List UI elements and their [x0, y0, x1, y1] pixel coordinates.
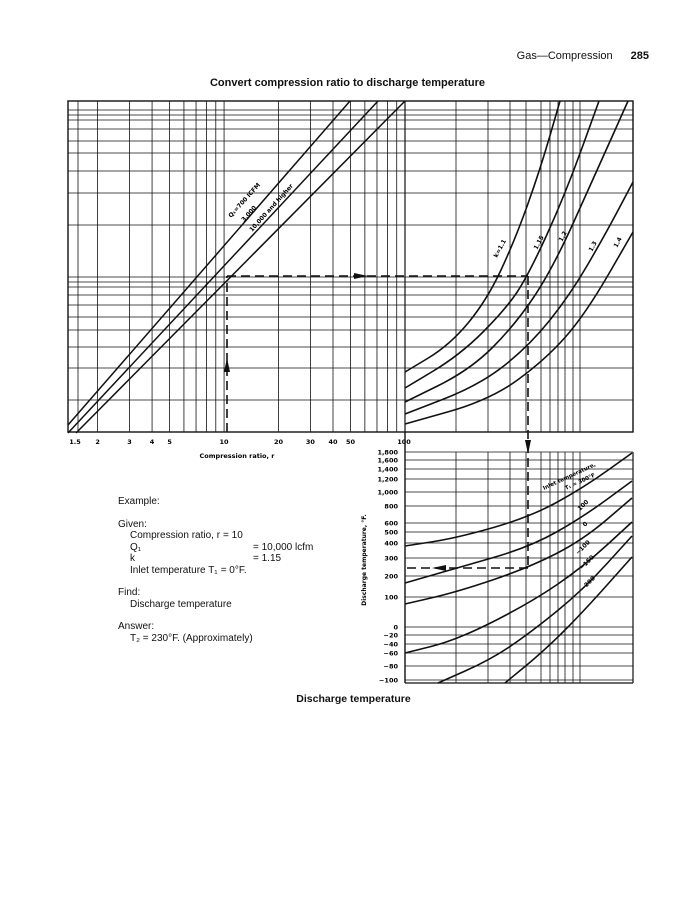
x-tick-label: 5 [167, 438, 172, 446]
x-tick-label: 1.5 [69, 438, 81, 446]
y-tick-label: 200 [384, 573, 398, 581]
arrow-down-icon [525, 440, 531, 454]
k-series-curve [404, 100, 629, 403]
q-series-line [75, 100, 406, 434]
k-series-label: 1.3 [588, 240, 599, 253]
y-tick-label: −100 [379, 677, 398, 685]
x-tick-label: 10 [220, 438, 230, 446]
y-tick-label: 1,800 [377, 449, 398, 457]
k-series-label: 1.2 [558, 230, 569, 243]
q-series-line [67, 100, 351, 426]
inlet-temp-label: 100 [576, 499, 590, 513]
x-tick-label: 3 [127, 438, 132, 446]
figure-title: Convert compression ratio to discharge t… [209, 77, 486, 89]
arrow-right-icon [354, 273, 368, 279]
x-tick-label: 40 [328, 438, 338, 446]
k-series-label: k=1.1 [493, 238, 508, 259]
figure-caption: Discharge temperature [296, 693, 411, 705]
k-series-curve [404, 231, 634, 425]
x-tick-label: 50 [346, 438, 356, 446]
y-tick-label: 300 [384, 555, 398, 563]
given-label: Given: [118, 518, 147, 530]
inlet-temp-label: −200 [579, 575, 596, 592]
k-series-curve [404, 100, 561, 373]
find-label: Find: [118, 587, 141, 598]
inlet-temp-curve [504, 556, 633, 684]
y-tick-label: −40 [384, 641, 399, 649]
page-number: 285 [630, 50, 649, 62]
y-tick-label: −20 [384, 632, 399, 640]
arrow-left-icon [432, 565, 446, 571]
y-tick-label: −80 [384, 663, 399, 671]
answer-label: Answer: [118, 621, 155, 632]
y-tick-label: −60 [384, 650, 399, 658]
inlet-temp-label: 0 [581, 521, 589, 529]
inlet-temp-curve [404, 497, 633, 605]
y-tick-label: 500 [384, 529, 398, 537]
k-series-curve [404, 181, 634, 415]
upper-chart-frame [67, 100, 634, 433]
y-tick-label: 800 [384, 503, 398, 511]
answer-value: T₂ = 230°F. (Approximately) [130, 632, 253, 644]
y-tick-label: 400 [384, 540, 398, 548]
x-axis-label: Compression ratio, r [200, 452, 276, 460]
y-tick-label: 1,600 [377, 457, 398, 465]
y-tick-label: 1,400 [377, 466, 398, 474]
given-row: Q₁ = 10,000 lcfm [130, 541, 314, 553]
y-tick-label: 1,200 [377, 476, 398, 484]
running-header: Gas—Compression 285 [517, 50, 649, 62]
find-value: Discharge temperature [130, 598, 232, 610]
y-tick-label: 0 [393, 624, 398, 632]
given-row: Inlet temperature T₁ = 0°F. [130, 564, 247, 576]
q-series-line [67, 100, 379, 434]
given-row: Compression ratio, r = 10 [130, 530, 243, 541]
x-tick-label: 4 [150, 438, 155, 446]
inlet-temp-curve [404, 452, 633, 547]
k-series-curve [404, 100, 600, 389]
given-row: k = 1.15 [130, 553, 282, 564]
k-series-label: 1.4 [613, 236, 624, 249]
x-tick-label: 100 [397, 438, 411, 446]
x-tick-label: 20 [274, 438, 284, 446]
y-tick-label: 600 [384, 520, 398, 528]
x-tick-label: 30 [306, 438, 316, 446]
y-tick-label: 100 [384, 594, 398, 602]
section-title: Gas—Compression [516, 50, 613, 62]
inlet-temp-label: −150 [578, 554, 595, 571]
example-heading: Example: [118, 496, 160, 507]
arrow-up-icon [224, 358, 230, 372]
inlet-temp-curve [437, 535, 633, 684]
y-axis-label: Discharge temperature, °F. [361, 514, 368, 606]
x-tick-label: 2 [95, 438, 100, 446]
example-block: Example: Given: Compression ratio, r = 10… [118, 496, 313, 644]
y-tick-label: 1,000 [377, 489, 398, 497]
inlet-temp-curve [404, 521, 633, 654]
inlet-temp-curve [404, 480, 633, 584]
